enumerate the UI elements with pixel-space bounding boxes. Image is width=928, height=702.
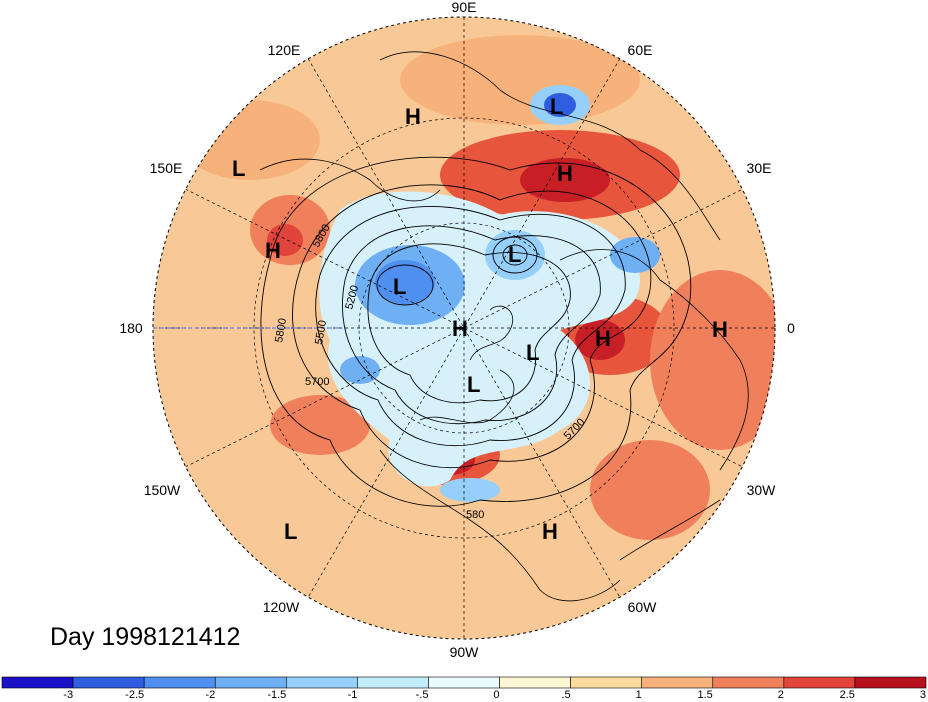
pressure-center-low: L — [393, 274, 406, 299]
globe — [153, 17, 775, 639]
lon-label-30w: 30W — [747, 482, 777, 498]
lon-label-60e: 60E — [628, 42, 653, 58]
colorbar-swatch — [712, 676, 785, 689]
colorbar-swatch — [499, 676, 571, 689]
colorbar-swatch — [72, 676, 145, 689]
pressure-center-high: H — [405, 104, 421, 129]
colorbar-swatch — [570, 676, 642, 689]
colorbar-tick-label: 0 — [493, 689, 499, 701]
contour-label: 5500 — [313, 319, 329, 345]
colorbar-swatch — [1, 676, 74, 689]
lon-label-120e: 120E — [268, 42, 301, 58]
pressure-center-high: H — [712, 317, 728, 342]
pressure-center-low: L — [508, 242, 521, 267]
colorbar-swatch — [641, 676, 714, 689]
colorbar-swatch — [357, 676, 429, 689]
contour-label: 580 — [466, 509, 484, 521]
pressure-center-low: L — [550, 94, 563, 119]
pressure-center-low: L — [467, 372, 480, 397]
pressure-center-high: H — [265, 238, 281, 263]
colorbar: -3 -2.5 -2 -1.5 -1 -.5 0 .5 1 1.5 2 2.5 3 — [1, 676, 927, 701]
colorbar-tick-label: 2 — [778, 689, 784, 701]
colorbar-swatch — [854, 676, 927, 689]
colorbar-tick-label: 1 — [636, 689, 642, 701]
lon-label-60w: 60W — [628, 599, 658, 615]
colorbar-tick-label: -2 — [205, 689, 215, 701]
pressure-center-low: L — [232, 156, 245, 181]
globe-border — [152, 16, 776, 640]
lon-label-90e: 90E — [452, 0, 477, 15]
colorbar-swatch — [783, 676, 856, 689]
coastlines — [259, 51, 749, 602]
colorbar-swatch — [143, 676, 216, 689]
colorbar-tick-label: 1.5 — [697, 689, 712, 701]
colorbar-swatch — [286, 676, 358, 689]
colorbar-tick-label: .5 — [561, 689, 570, 701]
colorbar-tick-label: -.5 — [416, 689, 429, 701]
graticule — [153, 17, 775, 639]
lon-label-150e: 150E — [150, 160, 183, 176]
colorbar-tick-label: 2.5 — [840, 689, 855, 701]
lon-label-30e: 30E — [747, 160, 772, 176]
lon-label-90w: 90W — [450, 644, 480, 660]
pressure-center-high: H — [542, 519, 558, 544]
colorbar-swatch — [428, 676, 500, 689]
lon-label-180: 180 — [119, 320, 143, 336]
height-contours — [260, 156, 692, 507]
pressure-center-low: L — [526, 340, 539, 365]
contour-label: 5800 — [273, 317, 289, 343]
colorbar-tick-label: -1 — [348, 689, 358, 701]
lon-label-120w: 120W — [263, 599, 300, 615]
colorbar-tick-label: 3 — [920, 689, 926, 701]
pressure-center-high: H — [557, 161, 573, 186]
day-label: Day 1998121412 — [50, 623, 240, 651]
colorbar-swatch — [214, 676, 287, 689]
lon-label-150w: 150W — [144, 482, 181, 498]
pressure-center-low: L — [284, 519, 297, 544]
colorbar-tick-label: -2.5 — [125, 689, 144, 701]
pressure-center-high: H — [595, 326, 611, 351]
colorbar-tick-label: -3 — [63, 689, 73, 701]
contour-label: 5700 — [305, 376, 329, 388]
colorbar-tick-label: -1.5 — [267, 689, 286, 701]
pressure-centers: L H L H H L L H H H L L L H — [232, 94, 728, 544]
lon-label-0: 0 — [787, 320, 795, 336]
pressure-center-high: H — [452, 316, 468, 341]
longitude-labels: 90E 120E 60E 150E 30E 180 0 150W 30W 120… — [119, 0, 795, 660]
